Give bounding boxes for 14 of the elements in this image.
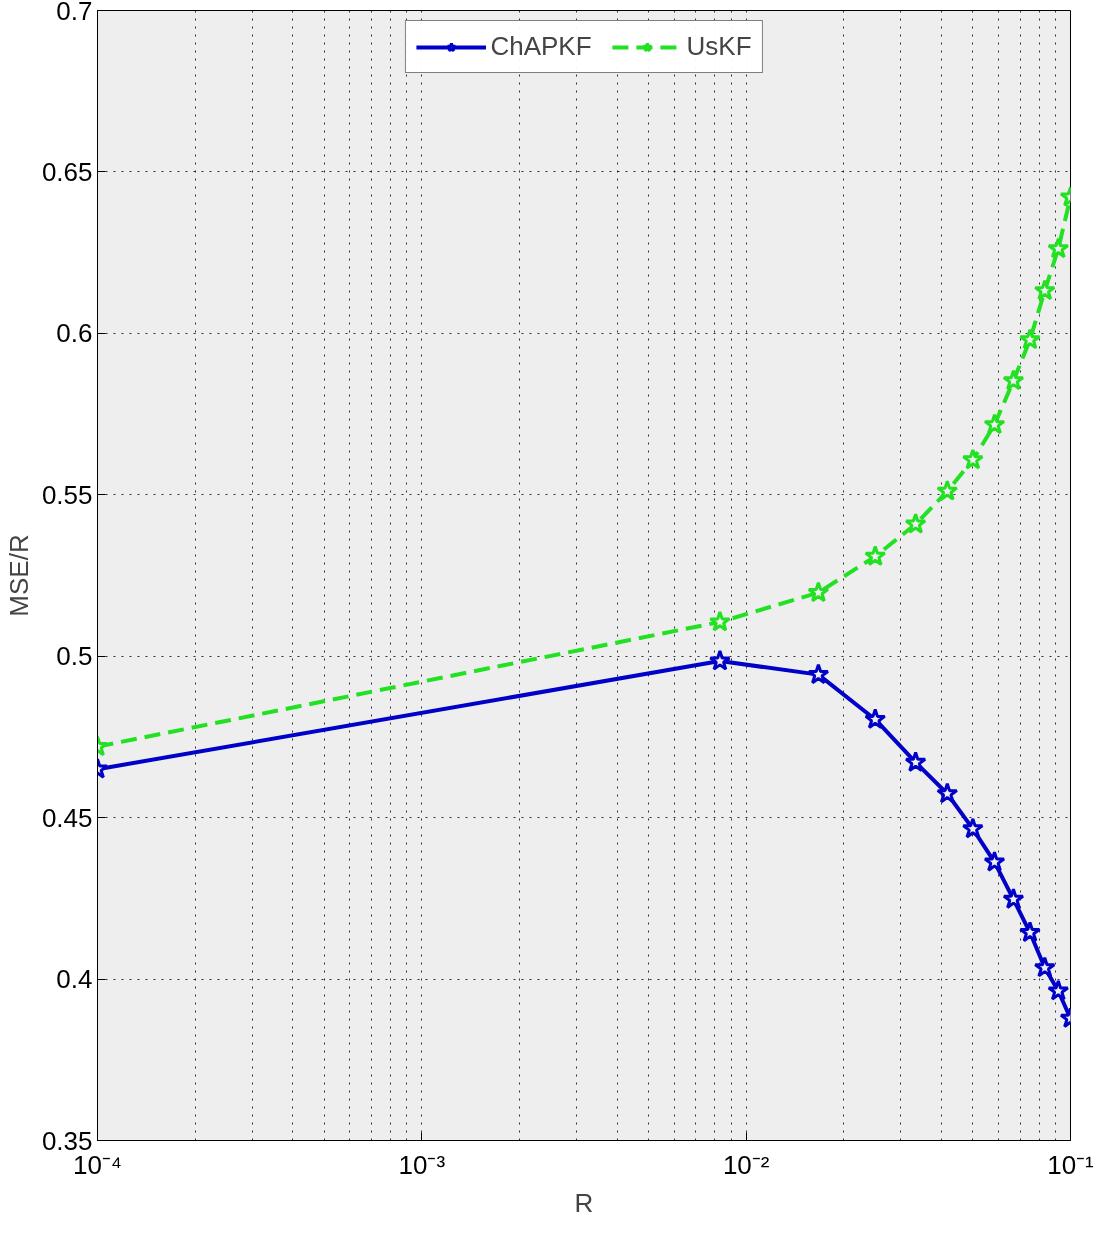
legend-label: ChAPKF: [490, 31, 592, 62]
x-tick-label: 10⁻³: [398, 1149, 446, 1180]
y-tick-label: 0.45: [41, 802, 93, 833]
x-tick-label: 10⁻²: [722, 1149, 770, 1180]
legend-label: UsKF: [686, 31, 752, 62]
y-tick-label: 0.6: [56, 318, 93, 349]
y-tick-label: 0.65: [41, 156, 93, 187]
y-tick-label: 0.7: [56, 0, 93, 26]
y-tick-label: 0.55: [41, 479, 93, 510]
x-tick-label: 10⁻¹: [1047, 1149, 1095, 1180]
y-tick-label: 0.4: [56, 964, 93, 995]
y-axis-title: MSE/R: [3, 534, 34, 617]
y-tick-label: 0.5: [56, 641, 93, 672]
x-axis-title: R: [574, 1187, 594, 1218]
